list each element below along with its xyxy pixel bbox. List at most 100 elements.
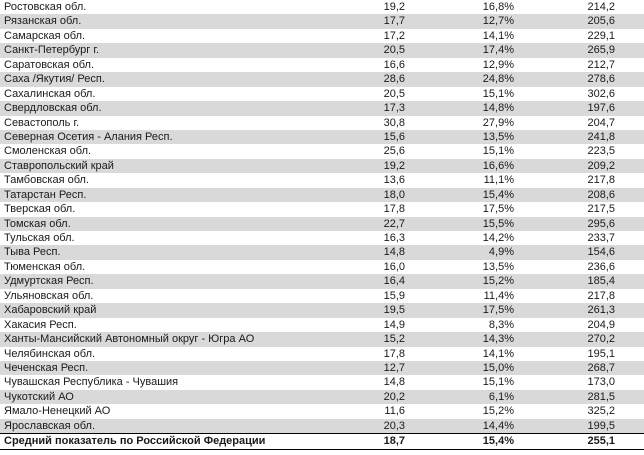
value2-cell[interactable]: 208,6 [587,188,615,201]
region-name-cell[interactable]: Татарстан Респ. [4,188,87,201]
value2-cell[interactable]: 268,7 [587,361,615,374]
value2-cell[interactable]: 205,6 [587,15,615,28]
value1-cell[interactable]: 14,8 [383,246,405,259]
value2-cell[interactable]: 209,2 [587,159,615,172]
percent-cell[interactable]: 12,7% [482,15,514,28]
region-name-cell[interactable]: Тыва Респ. [4,246,61,259]
value1-cell[interactable]: 17,7 [383,15,405,28]
value2-cell[interactable]: 295,6 [587,217,615,230]
region-name-cell[interactable]: Средний показатель по Российской Федерац… [4,435,266,448]
percent-cell[interactable]: 27,9% [482,116,514,129]
percent-cell[interactable]: 8,3% [488,318,514,331]
percent-cell[interactable]: 17,4% [482,44,514,57]
percent-cell[interactable]: 12,9% [482,58,514,71]
region-name-cell[interactable]: Самарская обл. [4,29,86,42]
value2-cell[interactable]: 302,6 [587,87,615,100]
value1-cell[interactable]: 19,2 [383,1,405,13]
percent-cell[interactable]: 15,4% [482,188,514,201]
value2-cell[interactable]: 173,0 [587,376,615,389]
value1-cell[interactable]: 14,8 [383,376,405,389]
value2-cell[interactable]: 278,6 [587,73,615,86]
percent-cell[interactable]: 15,1% [482,145,514,158]
value2-cell[interactable]: 265,9 [587,44,615,57]
value2-cell[interactable]: 223,5 [587,145,615,158]
region-name-cell[interactable]: Чукотский АО [4,390,74,403]
value1-cell[interactable]: 18,0 [383,188,405,201]
region-name-cell[interactable]: Удмуртская Респ. [4,275,94,288]
region-name-cell[interactable]: Ростовская обл. [4,1,87,13]
value2-cell[interactable]: 197,6 [587,102,615,115]
value1-cell[interactable]: 20,3 [383,419,405,432]
value1-cell[interactable]: 20,5 [383,87,405,100]
region-name-cell[interactable]: Хабаровский край [4,304,97,317]
value1-cell[interactable]: 16,0 [383,260,405,273]
value1-cell[interactable]: 19,5 [383,304,405,317]
value2-cell[interactable]: 204,7 [587,116,615,129]
value2-cell[interactable]: 233,7 [587,232,615,244]
value1-cell[interactable]: 16,4 [383,275,405,288]
percent-cell[interactable]: 11,4% [483,289,514,302]
percent-cell[interactable]: 15,1% [482,87,514,100]
region-name-cell[interactable]: Челябинская обл. [4,347,96,360]
value2-cell[interactable]: 185,4 [587,275,615,288]
value2-cell[interactable]: 241,8 [587,130,615,143]
value1-cell[interactable]: 12,7 [383,361,405,374]
percent-cell[interactable]: 4,9% [488,246,514,259]
percent-cell[interactable]: 16,6% [482,159,514,172]
value2-cell[interactable]: 195,1 [587,347,615,360]
value1-cell[interactable]: 30,8 [383,116,405,129]
region-name-cell[interactable]: Сахалинская обл. [4,87,96,100]
value2-cell[interactable]: 217,8 [587,174,615,187]
value1-cell[interactable]: 18,7 [383,435,405,448]
percent-cell[interactable]: 15,2% [482,405,514,418]
region-name-cell[interactable]: Ульяновская обл. [4,289,94,302]
percent-cell[interactable]: 14,1% [482,29,514,42]
percent-cell[interactable]: 14,4% [482,419,514,432]
value1-cell[interactable]: 28,6 [383,73,405,86]
region-name-cell[interactable]: Саратовская обл. [4,58,95,71]
region-name-cell[interactable]: Чувашская Республика - Чувашия [4,376,179,389]
value2-cell[interactable]: 236,6 [587,260,615,273]
region-name-cell[interactable]: Саха /Якутия/ Респ. [4,73,105,86]
percent-cell[interactable]: 15,1% [482,376,514,389]
percent-cell[interactable]: 11,1% [483,174,514,187]
percent-cell[interactable]: 15,0% [482,361,514,374]
value2-cell[interactable]: 217,8 [587,289,615,302]
percent-cell[interactable]: 14,8% [482,102,514,115]
percent-cell[interactable]: 17,5% [482,304,514,317]
region-name-cell[interactable]: Хакасия Респ. [4,318,77,331]
percent-cell[interactable]: 15,5% [482,217,514,230]
region-name-cell[interactable]: Ханты-Мансийский Автономный округ - Югра… [4,333,255,346]
percent-cell[interactable]: 24,8% [482,73,514,86]
value1-cell[interactable]: 25,6 [383,145,405,158]
percent-cell[interactable]: 14,2% [482,232,514,244]
region-name-cell[interactable]: Санкт-Петербург г. [4,44,100,57]
percent-cell[interactable]: 6,1% [488,390,514,403]
value1-cell[interactable]: 17,8 [383,203,405,216]
region-name-cell[interactable]: Ставропольский край [4,159,114,172]
region-name-cell[interactable]: Томская обл. [4,217,71,230]
value2-cell[interactable]: 217,5 [587,203,615,216]
value2-cell[interactable]: 281,5 [587,390,615,403]
value1-cell[interactable]: 16,3 [383,232,405,244]
value2-cell[interactable]: 212,7 [587,58,615,71]
value1-cell[interactable]: 20,5 [383,44,405,57]
value2-cell[interactable]: 261,3 [587,304,615,317]
value2-cell[interactable]: 255,1 [587,435,615,448]
region-name-cell[interactable]: Тюменская обл. [4,260,86,273]
value1-cell[interactable]: 13,6 [383,174,405,187]
percent-cell[interactable]: 17,5% [482,203,514,216]
region-name-cell[interactable]: Тульская обл. [4,232,75,244]
value1-cell[interactable]: 11,6 [384,405,405,418]
region-name-cell[interactable]: Тамбовская обл. [4,174,90,187]
value2-cell[interactable]: 270,2 [587,333,615,346]
region-name-cell[interactable]: Ямало-Ненецкий АО [4,405,111,418]
value1-cell[interactable]: 17,2 [383,29,405,42]
percent-cell[interactable]: 16,8% [482,1,514,13]
value1-cell[interactable]: 17,8 [383,347,405,360]
value2-cell[interactable]: 214,2 [587,1,615,13]
value1-cell[interactable]: 15,9 [383,289,405,302]
region-name-cell[interactable]: Свердловская обл. [4,102,102,115]
value2-cell[interactable]: 204,9 [587,318,615,331]
percent-cell[interactable]: 13,5% [482,260,514,273]
